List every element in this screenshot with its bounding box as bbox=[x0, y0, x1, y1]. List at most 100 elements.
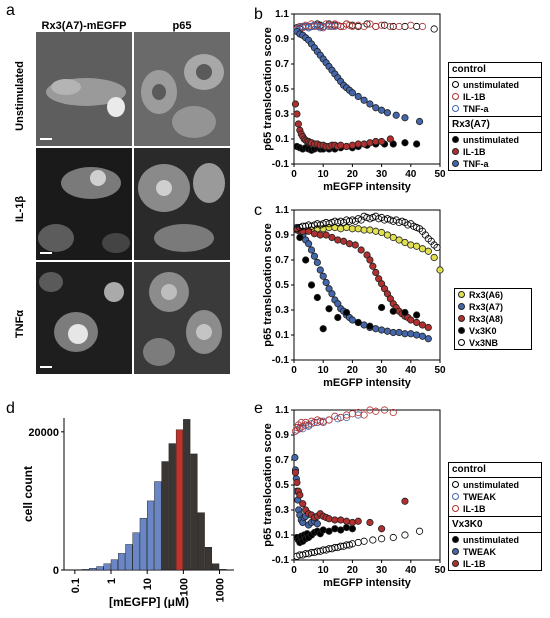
d-ytick-label: 0 bbox=[53, 565, 59, 577]
c-ytick-label: 0.5 bbox=[275, 280, 289, 291]
c-point-s1 bbox=[407, 330, 415, 338]
e-legend-marker bbox=[452, 560, 459, 567]
d-bar bbox=[175, 429, 184, 571]
e-point-s5 bbox=[354, 517, 362, 525]
b-ytick-label: 0.5 bbox=[275, 84, 289, 95]
c-ytick-label: 0.9 bbox=[275, 230, 289, 241]
panel-letter-b: b bbox=[254, 6, 263, 23]
b-point-s1 bbox=[372, 22, 380, 31]
e-legend-group-title: control bbox=[452, 464, 486, 475]
micrograph-il1b-egfp bbox=[36, 148, 132, 260]
chart-e: -0.1 0.1 0.3 0.5 0.7 0.9 1.1 0 10 20 30 40 50 mEGFP i… bbox=[262, 405, 446, 589]
e-point-s3 bbox=[325, 527, 333, 535]
e-point-s5 bbox=[348, 518, 357, 527]
legend-c: Rx3(A6) Rx3(A7) Rx3(A8) Vx3K0 Vx3NB bbox=[454, 288, 532, 350]
b-ytick-label: -0.1 bbox=[272, 159, 290, 170]
e-ytick-label: 0.1 bbox=[275, 530, 289, 541]
e-point-s2 bbox=[360, 411, 368, 419]
panel-letter-e: e bbox=[254, 400, 263, 417]
c-point-s1 bbox=[322, 278, 330, 287]
c-point-s2 bbox=[407, 316, 415, 324]
row-label-tnfa: TNFα bbox=[14, 309, 26, 339]
legend-b: control unstimulated IL-1B TNF-a Rx3(A7) unst… bbox=[448, 62, 542, 171]
b-xtick-label: 40 bbox=[405, 169, 417, 180]
b-point-s4 bbox=[293, 110, 301, 118]
e-point-s0 bbox=[354, 538, 362, 547]
b-legend-marker bbox=[452, 105, 459, 112]
c-point-s2 bbox=[334, 236, 342, 244]
c-point-s0 bbox=[413, 242, 421, 250]
e-legend-label: TWEAK bbox=[463, 492, 496, 502]
b-legend-marker bbox=[452, 160, 459, 167]
e-legend-entry: IL-1B bbox=[449, 503, 541, 515]
b-legend-marker bbox=[452, 136, 459, 143]
b-legend-group-title: Rx3(A7) bbox=[452, 119, 490, 130]
b-legend-entry: IL-1B bbox=[449, 146, 541, 158]
c-point-s3 bbox=[296, 233, 304, 242]
c-legend-entry: Vx3NB bbox=[455, 337, 531, 349]
b-point-s1 bbox=[418, 22, 427, 31]
c-ytick-label: 0.3 bbox=[275, 305, 289, 316]
e-point-s2 bbox=[366, 406, 374, 414]
e-xtick-label: 0 bbox=[291, 565, 297, 576]
d-ylabel: cell count bbox=[21, 466, 35, 522]
c-ylabel: p65 translocation score bbox=[262, 223, 274, 347]
e-legend-separator bbox=[449, 516, 541, 517]
c-point-s0 bbox=[407, 241, 415, 249]
c-xtick-label: 0 bbox=[291, 365, 297, 376]
micrograph-il1b-p65 bbox=[134, 148, 230, 260]
c-point-s1 bbox=[378, 326, 386, 334]
c-legend-entry: Rx3(A7) bbox=[455, 301, 531, 313]
e-point-s2 bbox=[337, 413, 345, 422]
b-legend-marker bbox=[452, 93, 459, 100]
c-point-s0 bbox=[337, 225, 345, 233]
b-legend-entry: TNF-a bbox=[449, 103, 541, 115]
b-legend-group-title: control bbox=[452, 64, 486, 75]
c-point-s3 bbox=[325, 305, 333, 313]
c-point-s1 bbox=[348, 316, 357, 324]
c-point-s1 bbox=[389, 328, 397, 337]
b-point-s4 bbox=[378, 137, 386, 146]
e-legend-label: unstimulated bbox=[463, 480, 520, 490]
b-point-s1 bbox=[378, 21, 386, 29]
b-point-s4 bbox=[386, 135, 394, 143]
chart-b: -0.1 0.1 0.3 0.5 0.7 0.9 1.1 0 10 20 30 40 50 mEGFP i… bbox=[262, 9, 446, 193]
b-ylabel: p65 translocation score bbox=[262, 27, 274, 151]
row-label-il1b: IL-1β bbox=[14, 195, 26, 223]
b-legend-entry: IL-1B bbox=[449, 91, 541, 103]
chart-d: 0 20000 0.1 1 10 100 1000 [mEGFP] (μM) cell coun… bbox=[21, 418, 234, 608]
e-legend-entry: unstimulated bbox=[449, 479, 541, 491]
panel-letter-a: a bbox=[6, 2, 15, 19]
e-point-s2 bbox=[319, 418, 327, 427]
row-label-unstimulated: Unstimulated bbox=[14, 61, 26, 131]
e-point-s5 bbox=[366, 518, 374, 527]
b-point-s1 bbox=[386, 22, 394, 31]
e-point-s2 bbox=[380, 406, 389, 414]
e-ytick-label: 1.1 bbox=[275, 405, 289, 416]
d-ytick-label: 20000 bbox=[28, 427, 59, 439]
b-ytick-label: 1.1 bbox=[275, 9, 289, 20]
c-legend-label: Vx3NB bbox=[469, 338, 499, 348]
b-xlabel: mEGFP intensity bbox=[323, 181, 412, 193]
e-point-s0 bbox=[369, 536, 377, 544]
c-legend-label: Rx3(A6) bbox=[469, 290, 504, 300]
e-point-s2 bbox=[348, 410, 357, 418]
b-point-s5 bbox=[401, 114, 409, 122]
b-ytick-label: 0.7 bbox=[275, 59, 289, 70]
b-point-s1 bbox=[360, 22, 368, 31]
c-ytick-label: 1.1 bbox=[275, 205, 289, 216]
e-legend-marker bbox=[452, 548, 459, 555]
e-point-s2 bbox=[372, 407, 380, 415]
c-point-s0 bbox=[436, 266, 444, 274]
d-bar bbox=[96, 566, 104, 571]
e-point-s3 bbox=[331, 525, 339, 533]
e-point-s3 bbox=[342, 523, 351, 532]
e-ytick-label: 0.9 bbox=[275, 430, 289, 441]
c-legend-entry: Rx3(A8) bbox=[455, 313, 531, 325]
c-point-s0 bbox=[418, 245, 427, 253]
micrograph-unstimulated-egfp bbox=[36, 32, 132, 146]
c-point-s0 bbox=[354, 225, 362, 233]
c-point-s3 bbox=[313, 293, 321, 302]
panel-letter-c: c bbox=[254, 202, 262, 219]
e-point-s2 bbox=[331, 412, 339, 420]
